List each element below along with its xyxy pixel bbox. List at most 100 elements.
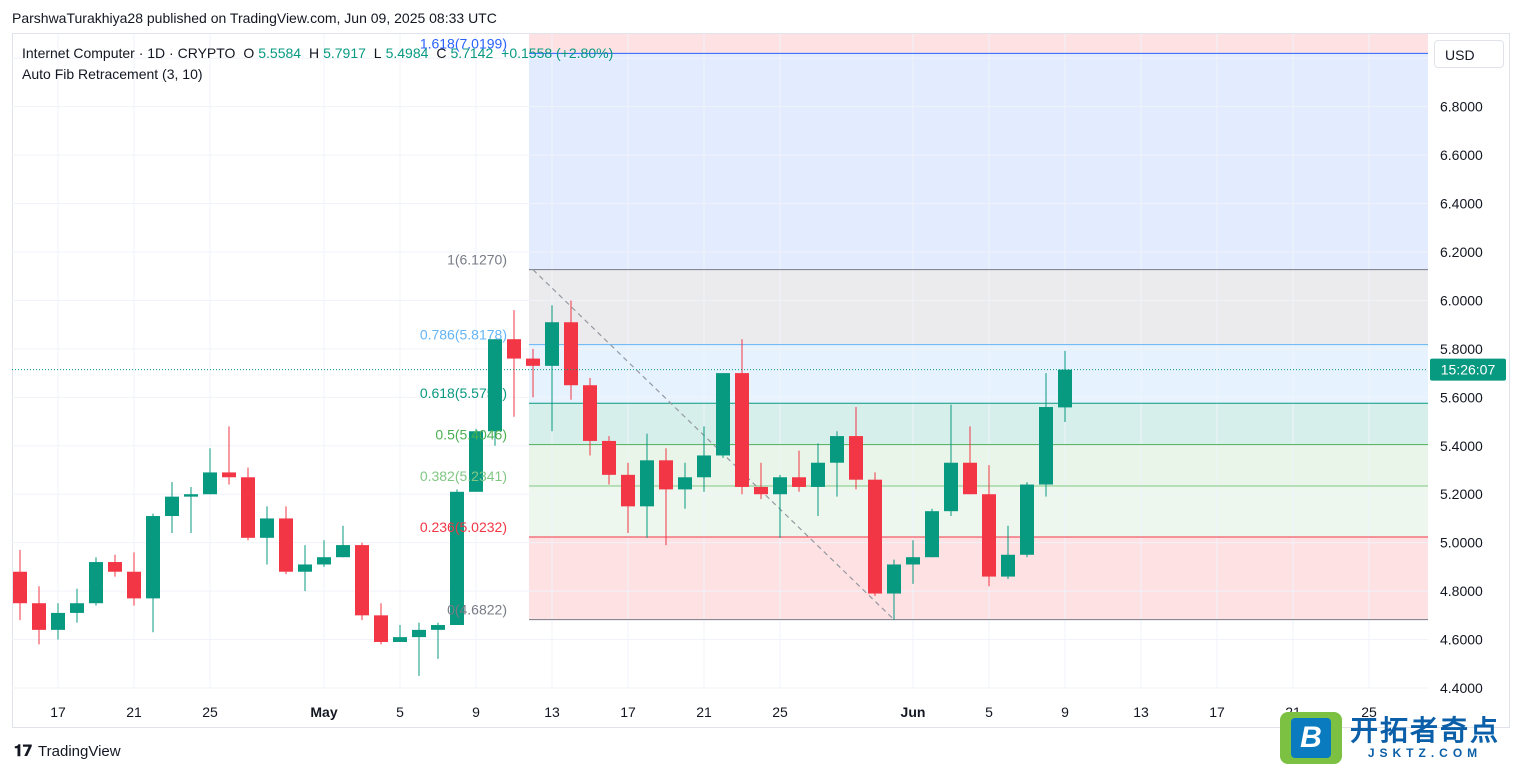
candle-body xyxy=(317,557,331,565)
candle-body xyxy=(602,440,616,475)
candle-body xyxy=(222,472,236,478)
candle-up xyxy=(1058,350,1072,422)
candle-body xyxy=(697,455,711,478)
chart-frame[interactable] xyxy=(12,33,1510,728)
candle-body xyxy=(640,460,654,507)
price-tick-label: 4.4000 xyxy=(1440,680,1483,696)
candle-down xyxy=(108,554,122,577)
candle-body xyxy=(1020,484,1034,555)
price-tick-label: 6.2000 xyxy=(1440,244,1483,260)
candle-down xyxy=(526,348,540,398)
candle-body xyxy=(849,436,863,480)
candle-body xyxy=(260,518,274,538)
candle-up xyxy=(811,443,825,517)
candle-up xyxy=(431,622,445,659)
candle-up xyxy=(260,506,274,565)
time-tick-label: 17 xyxy=(1209,704,1225,720)
close-value: 5.7142 xyxy=(450,45,494,61)
candle-down xyxy=(792,450,806,492)
time-tick-label: 21 xyxy=(126,704,142,720)
fib-trend-line xyxy=(532,269,895,621)
candle-body xyxy=(298,564,312,572)
symbol-name[interactable]: Internet Computer · 1D · CRYPTO xyxy=(22,45,236,61)
candle-up xyxy=(336,525,350,558)
candle-down xyxy=(982,465,996,587)
candle-up xyxy=(545,305,559,432)
candle-body xyxy=(70,603,84,613)
candle-body xyxy=(279,518,293,572)
candle-body xyxy=(1058,369,1072,408)
indicator-name[interactable]: Auto Fib Retracement (3, 10) xyxy=(22,66,203,82)
time-tick-label: 13 xyxy=(1133,704,1149,720)
candle-down xyxy=(374,603,388,645)
tradingview-icon: 𝟏𝟳 xyxy=(14,743,33,760)
candle-up xyxy=(298,545,312,592)
candle-up xyxy=(450,489,464,626)
price-tick-label: 6.6000 xyxy=(1440,147,1483,163)
price-tick-label: 6.4000 xyxy=(1440,196,1483,212)
candle-down xyxy=(963,426,977,495)
candle-down xyxy=(32,586,46,645)
candle-down xyxy=(507,310,521,417)
time-tick-label: 25 xyxy=(1361,704,1377,720)
candle-body xyxy=(51,612,65,630)
candle-body xyxy=(868,479,882,594)
fib-zone-0.236 xyxy=(529,537,1428,620)
time-tick-label: 5 xyxy=(985,704,993,720)
candle-up xyxy=(678,462,692,509)
candle-down xyxy=(849,407,863,490)
time-tick-label: 21 xyxy=(696,704,712,720)
fib-label-1.618: 1.618(7.0199) xyxy=(420,35,507,51)
watermark-cn: 开拓者奇点 xyxy=(1350,715,1501,746)
time-tick-label: 9 xyxy=(472,704,480,720)
candle-body xyxy=(89,562,103,604)
time-axis: 172125May5913172125Jun5913172125 xyxy=(50,704,1377,720)
brand-name: TradingView xyxy=(38,742,121,760)
price-tick-label: 5.4000 xyxy=(1440,438,1483,454)
candle-down xyxy=(735,339,749,495)
time-tick-label: 9 xyxy=(1061,704,1069,720)
candle-body xyxy=(32,603,46,630)
price-tick-label: 4.6000 xyxy=(1440,632,1483,648)
fib-zones xyxy=(529,34,1428,620)
candle-down xyxy=(602,436,616,485)
fib-zone-above-1618 xyxy=(529,34,1428,54)
candle-body xyxy=(450,491,464,626)
time-tick-label: Jun xyxy=(901,704,926,720)
low-value: 5.4984 xyxy=(385,45,429,61)
fib-label-0.5: 0.5(5.4046) xyxy=(435,427,507,443)
indicator-legend[interactable]: Auto Fib Retracement (3, 10) xyxy=(22,66,207,82)
candle-up xyxy=(925,508,939,558)
time-tick-label: 5 xyxy=(396,704,404,720)
candle-down xyxy=(13,549,27,621)
candle-down xyxy=(754,462,768,500)
symbol-legend: Internet Computer · 1D · CRYPTO O 5.5584 … xyxy=(22,45,617,61)
candle-down xyxy=(355,542,369,621)
candle-body xyxy=(621,474,635,507)
candle-body xyxy=(811,462,825,487)
fib-zone-0.618 xyxy=(529,403,1428,445)
time-tick-label: 25 xyxy=(202,704,218,720)
candle-up xyxy=(488,339,502,446)
candle-up xyxy=(887,559,901,621)
candle-body xyxy=(1039,407,1053,485)
candle-body xyxy=(108,562,122,572)
candle-down xyxy=(222,426,236,485)
fib-label-1: 1(6.1270) xyxy=(447,252,507,268)
price-tick-label: 5.0000 xyxy=(1440,535,1483,551)
watermark: B 开拓者奇点 JSKTZ.COM xyxy=(1280,712,1500,764)
candle-body xyxy=(545,322,559,366)
candle-body xyxy=(982,494,996,577)
candle-body xyxy=(412,629,426,638)
high-value: 5.7917 xyxy=(323,45,366,61)
currency-selector[interactable]: USD xyxy=(1434,40,1504,68)
candle-down xyxy=(583,377,597,456)
price-tick-label: 5.8000 xyxy=(1440,341,1483,357)
candle-body xyxy=(241,477,255,538)
change-value: +0.1558 (+2.80%) xyxy=(501,45,614,61)
tradingview-logo[interactable]: 𝟏𝟳 TradingView xyxy=(14,741,121,761)
price-axis: 4.4000 4.6000 4.8000 5.0000 5.2000 5.4000 5.60… xyxy=(1440,50,1483,696)
candle-body xyxy=(925,511,939,558)
candle-body xyxy=(906,557,920,565)
